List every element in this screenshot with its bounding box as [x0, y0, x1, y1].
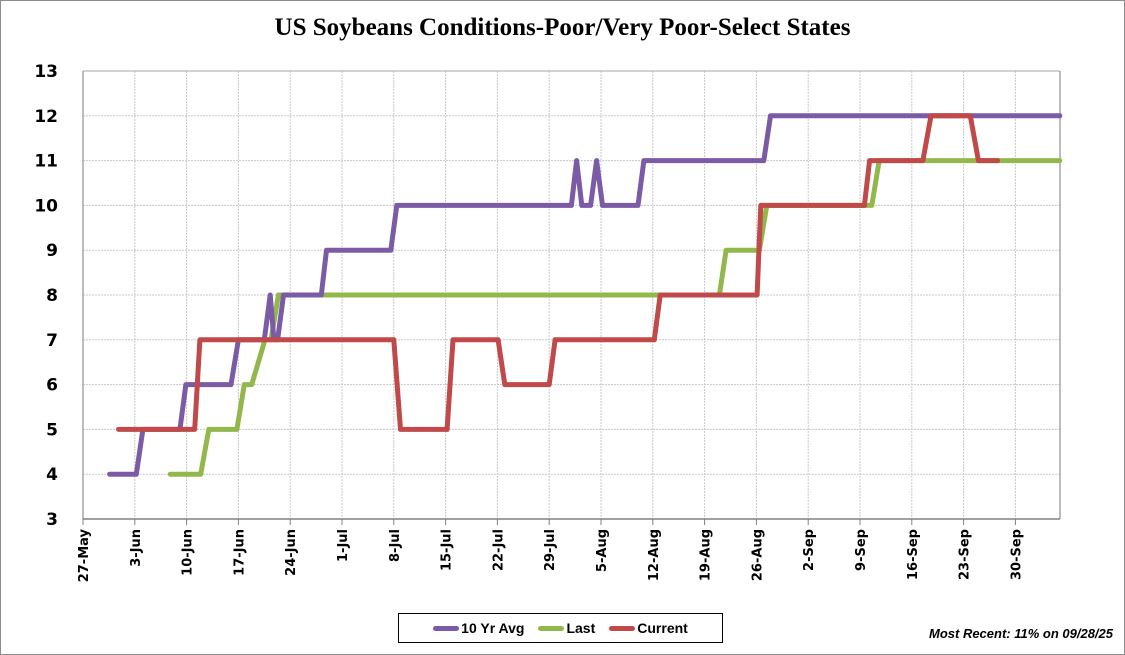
x-tick-label: 17-Jun [232, 529, 247, 576]
y-tick-label: 8 [46, 286, 58, 306]
y-tick-label: 7 [46, 331, 58, 351]
y-tick-label: 13 [34, 62, 58, 82]
series-line-current [116, 113, 1001, 432]
x-axis-ticks: 27-May 3-Jun 10-Jun 17-Jun 24-Jun 1-Jul 8-Jul 1… [77, 528, 1024, 582]
x-tick-label: 10-Jun [181, 529, 196, 576]
x-tick-label: 8-Jul [388, 529, 403, 562]
y-tick-label: 6 [46, 376, 58, 396]
legend-item-current: Current [609, 620, 688, 636]
legend-swatch-10yr-avg [433, 625, 460, 631]
y-axis-ticks: 3 4 5 6 7 8 9 10 11 12 13 [34, 62, 58, 530]
x-tick-label: 15-Jul [440, 529, 455, 571]
y-tick-label: 4 [46, 465, 58, 485]
legend-item-last: Last [538, 620, 595, 636]
y-tick-label: 3 [46, 510, 58, 530]
x-tick-label: 19-Aug [699, 529, 714, 581]
x-tick-label: 23-Sep [958, 529, 973, 580]
legend-label: 10 Yr Avg [461, 620, 525, 636]
x-tick-label: 16-Sep [906, 529, 921, 580]
legend-label: Current [637, 620, 688, 636]
y-tick-label: 12 [34, 107, 58, 127]
x-tick-label: 12-Aug [647, 529, 662, 581]
series-line-10-yr-avg [107, 113, 1063, 477]
x-tick-label: 9-Sep [854, 529, 869, 571]
x-tick-label: 24-Jun [284, 529, 299, 576]
legend-swatch-last [538, 625, 565, 631]
most-recent-annotation: Most Recent: 11% on 09/28/25 [929, 626, 1113, 641]
x-tick-label: 1-Jul [336, 529, 351, 562]
legend-label: Last [566, 620, 596, 636]
legend-swatch-current [609, 625, 636, 631]
chart-title: US Soybeans Conditions-Poor/Very Poor-Se… [274, 14, 851, 41]
x-tick-label: 3-Jun [129, 529, 144, 567]
x-tick-label: 22-Jul [491, 529, 506, 571]
x-tick-label: 29-Jul [543, 529, 558, 571]
y-tick-label: 5 [46, 420, 58, 440]
y-tick-label: 10 [34, 196, 58, 216]
x-tick-label: 5-Aug [595, 529, 610, 572]
series-lines [107, 113, 1063, 477]
legend-item-10yr-avg: 10 Yr Avg [433, 620, 524, 636]
legend: 10 Yr Avg Last Current [398, 613, 723, 643]
x-tick-label: 26-Aug [750, 529, 765, 581]
x-tick-label: 2-Sep [802, 529, 817, 571]
x-tick-label: 27-May [77, 528, 92, 582]
axes [82, 70, 1061, 525]
y-tick-label: 11 [34, 152, 58, 172]
y-tick-label: 9 [46, 241, 58, 261]
x-tick-label: 30-Sep [1009, 529, 1024, 580]
